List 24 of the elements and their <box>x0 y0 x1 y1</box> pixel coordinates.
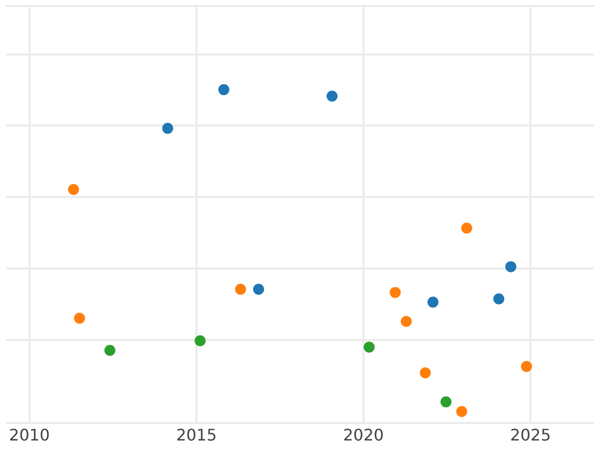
point <box>521 360 532 372</box>
x-tick-label: 2025 <box>510 426 551 445</box>
point <box>505 261 516 272</box>
point <box>390 286 401 298</box>
point <box>326 90 338 102</box>
point <box>104 344 116 356</box>
point <box>440 396 452 408</box>
x-tick-label: 2010 <box>9 426 50 445</box>
point <box>253 284 264 295</box>
point <box>235 284 246 295</box>
point <box>461 222 472 234</box>
point <box>162 122 174 134</box>
point <box>364 342 375 353</box>
point <box>218 84 230 96</box>
point <box>194 335 206 346</box>
point <box>74 312 85 324</box>
x-tick-label: 2015 <box>176 426 217 445</box>
point <box>420 367 431 378</box>
x-tick-label: 2020 <box>343 426 384 445</box>
point <box>493 293 504 304</box>
point <box>68 184 79 195</box>
point <box>400 316 412 327</box>
point <box>456 406 468 418</box>
point <box>427 296 438 308</box>
